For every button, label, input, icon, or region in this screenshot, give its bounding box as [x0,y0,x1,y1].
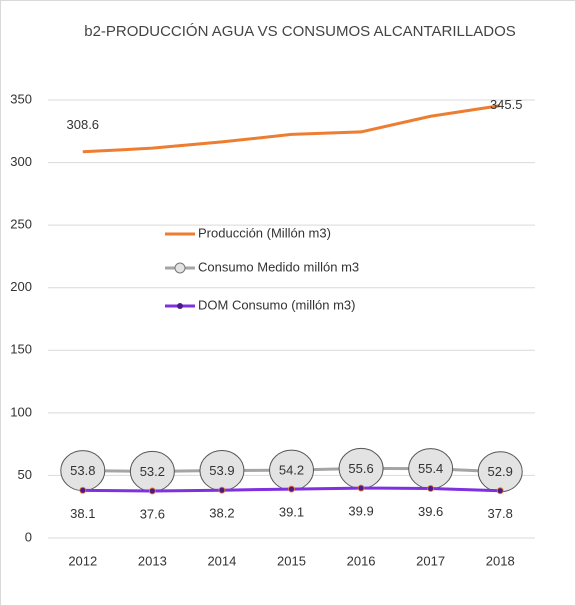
point [218,486,226,494]
y-tick-label: 300 [10,154,32,169]
data-label: 38.1 [70,506,95,521]
data-label: 55.4 [418,461,443,476]
data-label: 55.6 [348,461,373,476]
y-tick-label: 350 [10,91,32,106]
data-label: 52.9 [488,464,513,479]
data-label: 39.9 [348,504,373,519]
y-tick-label: 50 [18,467,32,482]
y-tick-label: 150 [10,342,32,357]
data-label: 345.5 [490,97,523,112]
data-label: 53.8 [70,463,95,478]
y-tick-label: 100 [10,404,32,419]
y-tick-label: 250 [10,217,32,232]
y-tick-label: 0 [25,529,32,544]
data-label: 53.2 [140,464,165,479]
y-tick-label: 200 [10,279,32,294]
legend-marker [177,303,183,309]
legend-label: Consumo Medido millón m3 [198,259,359,274]
x-tick-label: 2016 [347,553,376,568]
x-tick-label: 2013 [138,553,167,568]
point [148,487,156,495]
series-line [82,104,501,154]
data-label: 39.1 [279,505,304,520]
data-label: 54.2 [279,463,304,478]
chart-title: b2-PRODUCCIÓN AGUA VS CONSUMOS ALCANTARI… [84,23,516,40]
legend-label: DOM Consumo (millón m3) [198,297,355,312]
x-tick-label: 2017 [416,553,445,568]
legend-marker [174,262,186,274]
data-label: 37.8 [488,506,513,521]
x-tick-label: 2018 [486,553,515,568]
point [288,485,295,493]
point [79,486,87,494]
data-label: 53.9 [209,463,234,478]
data-label: 39.6 [418,504,443,519]
data-label: 308.6 [67,117,100,132]
x-tick-label: 2015 [277,553,306,568]
point [496,487,504,495]
legend-label: Producción (Millón m3) [198,225,331,240]
x-tick-label: 2014 [207,553,236,568]
data-label: 37.6 [140,506,165,521]
x-tick-label: 2012 [68,553,97,568]
point [357,484,365,492]
point [427,485,435,492]
data-label: 38.2 [209,506,234,521]
